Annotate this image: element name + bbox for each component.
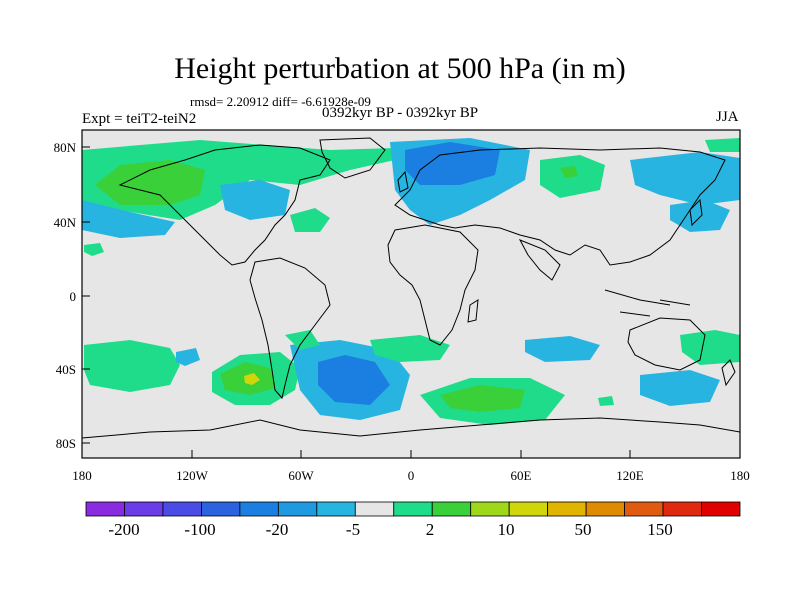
coastline-japan: [689, 198, 703, 227]
lat-tick-label: 0: [70, 289, 77, 304]
contour-green-siberia: [560, 166, 578, 178]
map-title: Height perturbation at 500 hPa (in m): [174, 52, 626, 85]
coastlines: [82, 137, 740, 439]
contour-teal-south-africa: [370, 335, 450, 362]
contour-teal-south-pacific-west: [84, 340, 180, 392]
season-label: JJA: [716, 109, 739, 125]
contour-blue-scandinavia: [405, 142, 500, 185]
longitude-axis: 180 120W 60W 0 60E 120E 180: [72, 450, 750, 483]
coastline-australia: [627, 317, 706, 371]
colorbar-swatch: [277, 501, 318, 517]
contour-green-indian-ocean: [440, 385, 525, 412]
contour-blue-south-atlantic: [318, 355, 390, 405]
lon-tick-label: 120E: [616, 468, 644, 483]
colorbar-swatch: [393, 501, 433, 517]
colorbar-swatch: [701, 501, 741, 517]
coastline-greenland: [319, 137, 386, 179]
colorbar-swatch: [85, 501, 125, 517]
colorbar-swatch: [470, 501, 510, 517]
colorbar-swatch: [162, 501, 202, 517]
coastline-south-america: [249, 257, 331, 400]
coastline-india: [518, 239, 561, 281]
contour-teal-patagonia: [285, 330, 320, 350]
lon-tick-label: 0: [408, 468, 415, 483]
contour-cyan-southern-ocean: [640, 370, 720, 406]
coastline-madagascar: [467, 299, 479, 323]
period-label: 0392kyr BP - 0392kyr BP: [322, 105, 479, 121]
colorbar-swatch: [431, 501, 472, 517]
contour-cyan-south-pacific: [176, 348, 200, 366]
contour-regions: [82, 138, 740, 425]
colorbar-swatch: [316, 501, 356, 517]
lon-tick-label: 60W: [288, 468, 314, 483]
colorbar-swatch: [662, 501, 702, 517]
contour-yellow-center: [244, 373, 260, 385]
colorbar-swatch: [239, 501, 279, 517]
colorbar-label: 10: [498, 520, 515, 539]
lat-tick-label: 40S: [56, 362, 76, 377]
colorbar-swatch: [624, 501, 664, 517]
colorbar-label: 2: [426, 520, 435, 539]
lat-tick-label: 80N: [54, 140, 77, 155]
colorbar-swatch: [585, 501, 625, 517]
coastline-north-america: [118, 144, 331, 266]
coastline-new-zealand: [721, 359, 736, 387]
lat-tick-label: 40N: [54, 215, 77, 230]
contour-cyan-canada: [220, 180, 290, 220]
coastline-uk: [397, 170, 409, 193]
colorbar-label: -100: [184, 520, 215, 539]
coastline-indonesia: [604, 289, 691, 317]
colorbar-swatch: [547, 501, 587, 517]
colorbar-swatch: [508, 501, 549, 517]
contour-teal-atlantic: [290, 208, 330, 232]
contour-teal-australia: [680, 330, 740, 365]
stats-text: rmsd= 2.20912 diff= -6.61928e-09: [190, 94, 371, 109]
contour-cyan-pacific-nw: [82, 200, 175, 238]
contour-teal-small: [84, 243, 104, 256]
contour-teal-northeast: [705, 138, 740, 152]
colorbar-swatch: [124, 501, 164, 517]
lon-tick-label: 180: [730, 468, 750, 483]
contour-cyan-indian-ocean: [525, 336, 600, 362]
colorbar-label: -5: [346, 520, 360, 539]
colorbar-label: 50: [575, 520, 592, 539]
lon-tick-label: 60E: [511, 468, 532, 483]
coastline-eurasia: [394, 147, 726, 266]
colorbar-label: -20: [266, 520, 289, 539]
colorbar-label: 150: [647, 520, 673, 539]
contour-teal-small-south: [598, 396, 614, 406]
colorbar-swatch: [201, 501, 241, 517]
lon-tick-label: 180: [72, 468, 92, 483]
lat-tick-label: 80S: [56, 436, 76, 451]
contour-green-alaska: [95, 160, 205, 205]
colorbar-swatch: [354, 501, 395, 517]
colorbar: -200 -100 -20 -5 2 10 50 150: [85, 501, 741, 539]
contour-cyan-east-asia: [630, 152, 740, 205]
coastline-africa: [387, 224, 479, 346]
colorbar-label: -200: [108, 520, 139, 539]
coastline-antarctica: [82, 417, 740, 439]
map-plot-area: [82, 130, 740, 458]
latitude-axis: 80N 40N 0 40S 80S: [54, 140, 90, 451]
experiment-label: Expt = teiT2-teiN2: [82, 111, 197, 127]
lon-tick-label: 120W: [176, 468, 209, 483]
contour-cyan-pacific: [670, 200, 730, 232]
